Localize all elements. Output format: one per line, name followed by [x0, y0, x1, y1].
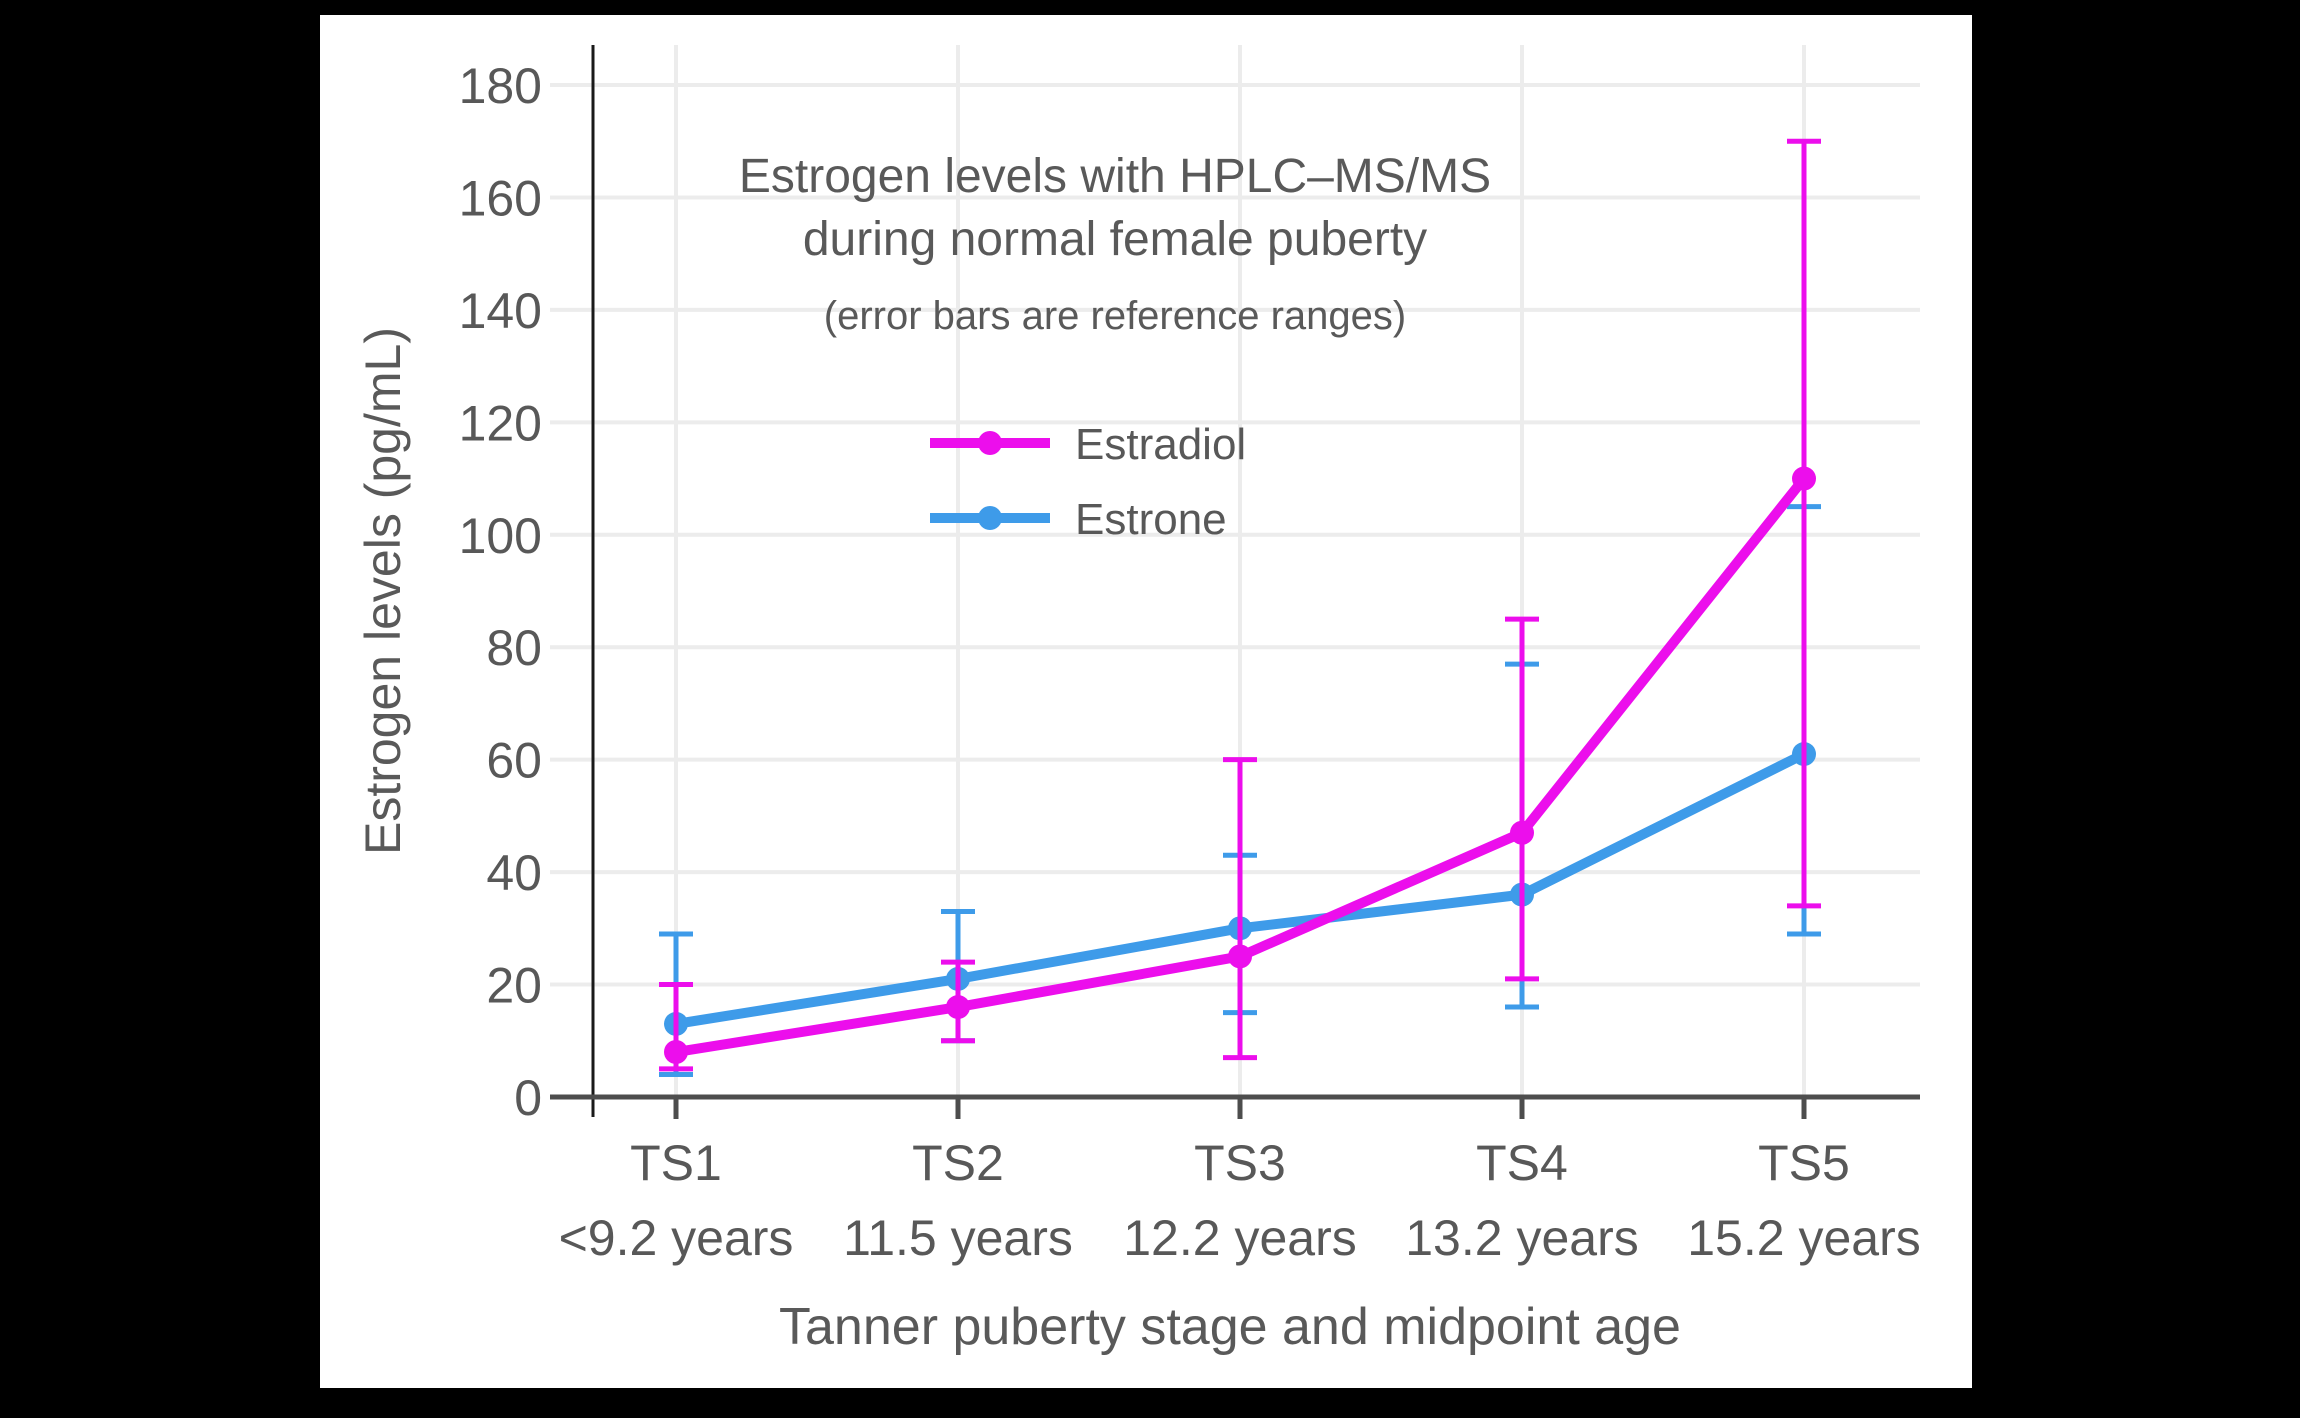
x-category-label: TS2	[912, 1135, 1004, 1191]
y-tick-label: 20	[486, 958, 542, 1014]
x-category-sublabel: 13.2 years	[1405, 1210, 1638, 1266]
y-tick-label: 80	[486, 620, 542, 676]
x-category-label: TS4	[1476, 1135, 1568, 1191]
x-category-label: TS3	[1194, 1135, 1286, 1191]
x-category-sublabel: <9.2 years	[559, 1210, 794, 1266]
x-category-sublabel: 12.2 years	[1123, 1210, 1356, 1266]
data-point-estradiol	[1228, 944, 1252, 969]
y-tick-label: 140	[459, 283, 542, 339]
chart-title: Estrogen levels with HPLC–MS/MS during n…	[738, 150, 1492, 266]
legend-label: Estradiol	[1075, 420, 1246, 469]
y-tick-label: 0	[514, 1070, 542, 1126]
x-category-label: TS1	[630, 1135, 722, 1191]
legend-swatch-dot	[978, 431, 1002, 455]
y-tick-label: 160	[459, 170, 542, 226]
data-point-estradiol	[664, 1040, 688, 1065]
y-tick-label: 60	[486, 733, 542, 789]
y-tick-label: 100	[459, 508, 542, 564]
chart-panel: 0 20 40 60 80 100 120 140 160 180 TS1 <9.2 years TS2…	[320, 15, 1972, 1388]
data-point-estradiol	[1510, 820, 1534, 845]
y-tick-label: 120	[459, 395, 542, 451]
legend-swatch-dot	[978, 506, 1002, 530]
chart-subtitle: (error bars are reference ranges)	[823, 294, 1407, 338]
x-category-label: TS5	[1758, 1135, 1850, 1191]
legend-label: Estrone	[1075, 495, 1227, 544]
data-point-estradiol	[946, 995, 970, 1020]
x-axis-title: Tanner puberty stage and midpoint age	[779, 1298, 1681, 1356]
plot-area: 0 20 40 60 80 100 120 140 160 180 TS1 <9.2 years TS2…	[459, 45, 1921, 1266]
y-tick-label: 180	[459, 58, 542, 114]
data-point-estradiol	[1792, 466, 1816, 491]
x-category-sublabel: 11.5 years	[843, 1210, 1073, 1266]
x-category-sublabel: 15.2 years	[1687, 1210, 1920, 1266]
y-axis-title: Estrogen levels (pg/mL)	[355, 327, 411, 856]
y-tick-label: 40	[486, 845, 542, 901]
